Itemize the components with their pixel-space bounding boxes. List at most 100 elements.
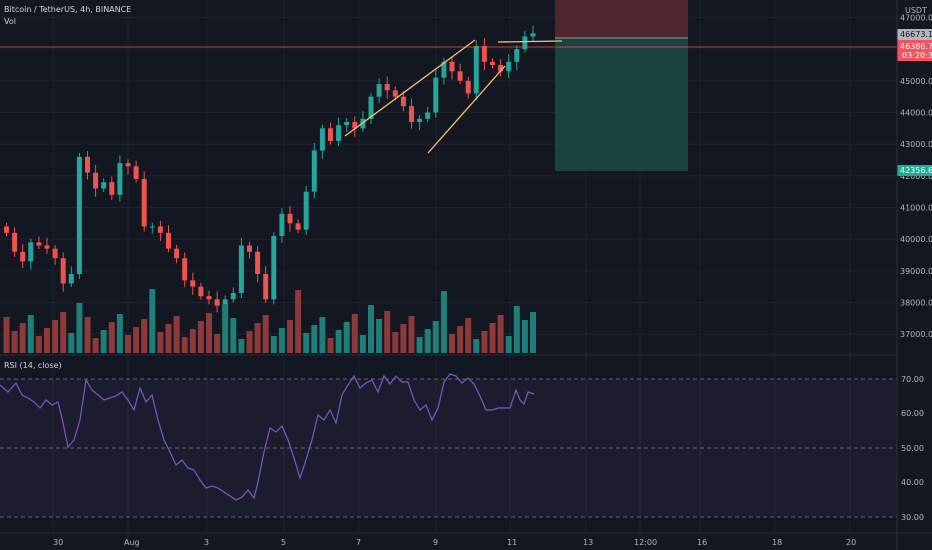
time-tick: 30 [53,538,63,547]
volume-bar [400,324,407,353]
candle-body [344,122,350,126]
svg-text:46673.10: 46673.10 [900,30,932,39]
time-tick: 5 [281,538,286,547]
rsi-tick: 70.00 [901,375,924,384]
volume-bar [270,336,277,353]
candle-body [441,61,447,78]
price-tick: 39000.00 [900,267,932,276]
volume-bar [424,329,431,353]
volume-bar [287,320,293,353]
time-tick: Aug [124,538,140,547]
candle-body [490,61,495,65]
candle-body [190,280,196,287]
candle-body [182,258,188,281]
resistance-trendline[interactable] [497,40,563,43]
currency-label: USDT [905,6,927,15]
volume-bar [214,334,221,353]
candle-body [36,242,42,246]
volume-bar [19,323,26,353]
time-tick: 3 [204,538,209,547]
volume-bar [335,330,342,353]
volume-bar [497,315,504,353]
volume-bar [295,290,302,353]
volume-bar [246,331,253,353]
volume-bar [68,333,75,353]
volume-bar [76,303,83,353]
candle-body [392,90,398,97]
candle-body [20,251,26,262]
stop-loss-zone[interactable] [555,0,688,38]
candle-body [457,71,463,81]
symbol-title[interactable]: Bitcoin / TetherUS, 4h, BINANCE [4,5,131,14]
candle-body [279,213,285,236]
volume-bar [230,318,237,353]
volume-bar [141,319,148,353]
volume-bar [262,315,269,353]
volume-indicator-label[interactable]: Vol [4,17,16,26]
volume-bar [189,329,196,353]
candle-body [28,242,34,262]
price-tick: 47000.00 [900,14,932,23]
candle-body [4,226,9,233]
volume-bar [52,320,59,353]
candle-body [166,232,171,249]
rsi-indicator-label[interactable]: RSI (14, close) [4,361,62,370]
candle-body [506,61,512,72]
candle-body [425,112,431,119]
candle-body [198,286,204,297]
take-profit-zone[interactable] [555,38,688,171]
volume-bar [60,312,67,353]
candle-body [247,245,252,252]
target-price-tag: 42356.63 [897,165,932,176]
candle-body [481,46,487,62]
time-tick: 7 [356,538,361,547]
candle-body [417,118,423,122]
volume-bar [149,289,156,353]
candle-body [68,274,74,284]
candle-body [133,166,139,179]
volume-bar [35,336,42,353]
candle-body [271,236,277,300]
rsi-tick: 40.00 [901,478,924,487]
candle-body [109,182,115,195]
candle-body [149,226,155,228]
volume-bar [206,313,212,353]
candle-body [76,156,82,274]
rsi-axis[interactable]: 70.00 60.00 50.00 40.00 30.00 [901,375,924,522]
volume-bar [416,337,423,353]
candle-body [214,299,220,306]
volume-bar [165,324,172,353]
volume-bar [449,334,455,353]
volume-bar [408,316,415,353]
volume-bar [513,306,520,353]
time-tick: 13 [583,538,593,547]
candle-body [409,106,414,122]
time-tick: 9 [433,538,438,547]
wedge-upper-trendline[interactable] [344,39,476,137]
time-tick: 11 [507,538,517,547]
candle-body [125,163,131,167]
volume-series [3,289,536,353]
candlestick-series [4,25,536,314]
volume-bar [457,326,464,353]
volume-bar [116,314,123,353]
volume-bar [376,319,383,353]
time-axis[interactable]: 30 Aug 3 5 7 9 11 13 12:00 16 18 20 [53,538,856,547]
volume-bar [3,317,10,353]
volume-bar [84,317,91,353]
candle-body [174,248,180,259]
candle-body [498,65,504,72]
last-price-tag: 46386.74 03:20:33 [897,40,932,61]
candle-countdown: 03:20:33 [902,51,932,60]
volume-bar [440,291,447,353]
candle-body [222,299,228,306]
stop-price-tag: 46673.10 [897,29,932,40]
time-tick: 16 [697,538,707,547]
time-tick: 18 [772,538,782,547]
volume-bar [465,318,472,353]
volume-bar [351,314,358,353]
wedge-lower-trendline[interactable] [427,65,506,154]
candle-body [352,122,358,129]
volume-bar [133,327,140,353]
